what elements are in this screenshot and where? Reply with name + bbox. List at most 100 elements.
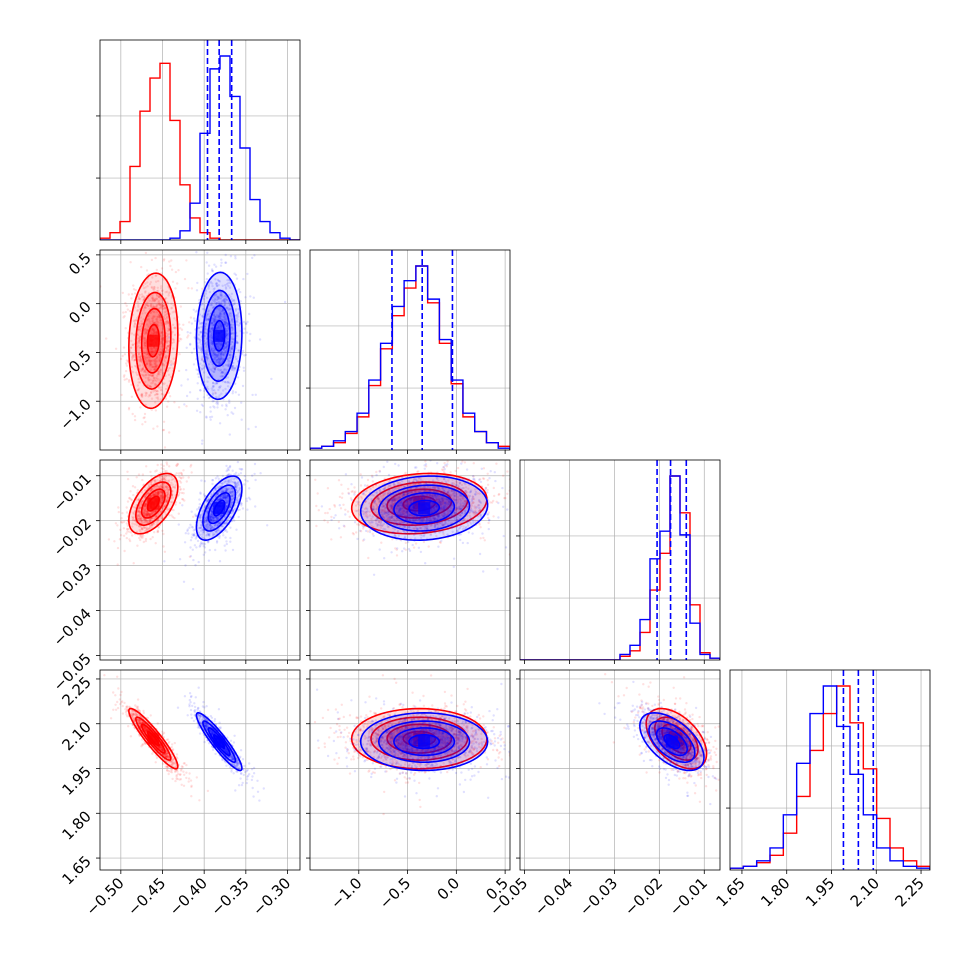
scatter-point	[209, 280, 213, 284]
scatter-point	[224, 297, 227, 301]
scatter-point	[146, 329, 149, 332]
scatter-point	[212, 366, 215, 370]
scatter-point	[231, 366, 234, 369]
scatter-point	[215, 530, 218, 534]
panel-content	[97, 447, 300, 660]
scatter-point	[220, 342, 223, 346]
scatter-point	[283, 300, 287, 304]
scatter-point	[145, 371, 148, 374]
scatter-point	[202, 553, 205, 556]
scatter-point	[208, 526, 212, 529]
scatter-point	[173, 401, 176, 404]
panel-p1-p2	[306, 459, 554, 664]
scatter-point	[131, 485, 135, 488]
scatter-point	[147, 359, 151, 362]
scatter-point	[197, 346, 201, 350]
scatter-point	[231, 494, 235, 498]
scatter-point	[227, 353, 231, 356]
scatter-point	[200, 541, 203, 544]
scatter-point	[123, 315, 126, 318]
scatter-point	[159, 490, 162, 493]
scatter-point	[161, 362, 164, 365]
scatter-point	[224, 496, 227, 500]
scatter-point	[151, 353, 154, 356]
scatter-point	[120, 517, 123, 520]
scatter-point	[215, 516, 218, 519]
scatter-point	[233, 299, 236, 302]
scatter-point	[153, 389, 156, 392]
scatter-point	[164, 306, 167, 310]
scatter-point	[214, 353, 217, 357]
scatter-point	[391, 498, 395, 501]
scatter-point	[230, 340, 234, 344]
scatter-point	[217, 355, 220, 358]
scatter-point	[155, 355, 159, 358]
scatter-point	[199, 513, 202, 517]
scatter-point	[162, 477, 165, 481]
scatter-point	[154, 491, 157, 495]
scatter-point	[155, 306, 158, 309]
scatter-point	[225, 346, 228, 350]
scatter-point	[211, 284, 214, 288]
panel-frame	[99, 39, 301, 241]
scatter-point	[375, 502, 378, 506]
scatter-point	[229, 350, 233, 354]
scatter-point	[167, 480, 170, 483]
scatter-point	[192, 515, 195, 518]
scatter-point	[223, 312, 226, 315]
scatter-point	[153, 287, 156, 291]
scatter-point	[128, 538, 131, 541]
scatter-point	[240, 456, 242, 458]
scatter-point	[143, 332, 146, 335]
scatter-point	[141, 284, 145, 287]
scatter-point	[333, 503, 336, 507]
scatter-point	[227, 487, 231, 490]
scatter-point	[231, 501, 234, 504]
scatter-point	[199, 529, 203, 532]
scatter-point	[153, 393, 157, 397]
scatter-point	[163, 307, 166, 310]
scatter-point	[151, 494, 155, 497]
scatter-point	[204, 516, 207, 519]
scatter-point	[230, 498, 233, 501]
scatter-point	[552, 463, 554, 465]
scatter-point	[218, 362, 222, 366]
scatter-point	[143, 355, 146, 359]
scatter-point	[452, 498, 456, 501]
scatter-point	[166, 302, 170, 305]
scatter-point	[224, 261, 227, 264]
scatter-point	[223, 516, 226, 519]
scatter-point	[139, 530, 142, 533]
scatter-point	[97, 514, 99, 516]
scatter-point	[213, 347, 216, 351]
scatter-point	[200, 357, 203, 360]
scatter-point	[150, 350, 153, 353]
scatter-point	[234, 309, 237, 312]
scatter-point	[199, 544, 202, 547]
density-contour	[135, 291, 172, 390]
scatter-point	[175, 229, 177, 231]
scatter-point	[176, 447, 178, 449]
scatter-point	[164, 477, 167, 480]
scatter-point	[209, 418, 212, 421]
scatter-point	[154, 274, 157, 278]
scatter-point	[150, 488, 153, 491]
scatter-point	[153, 531, 156, 534]
scatter-point	[215, 382, 219, 385]
scatter-point	[135, 373, 139, 376]
scatter-point	[497, 493, 500, 496]
scatter-point	[445, 465, 448, 468]
scatter-point	[231, 367, 234, 370]
scatter-point	[172, 477, 175, 481]
scatter-point	[150, 397, 154, 400]
scatter-point	[154, 364, 157, 368]
scatter-point	[225, 488, 228, 491]
scatter-point	[479, 526, 482, 529]
scatter-point	[201, 455, 203, 457]
scatter-point	[132, 516, 135, 519]
scatter-point	[337, 520, 340, 524]
scatter-point	[226, 385, 230, 388]
scatter-point	[178, 475, 181, 479]
scatter-point	[204, 290, 208, 293]
scatter-point	[144, 376, 147, 379]
